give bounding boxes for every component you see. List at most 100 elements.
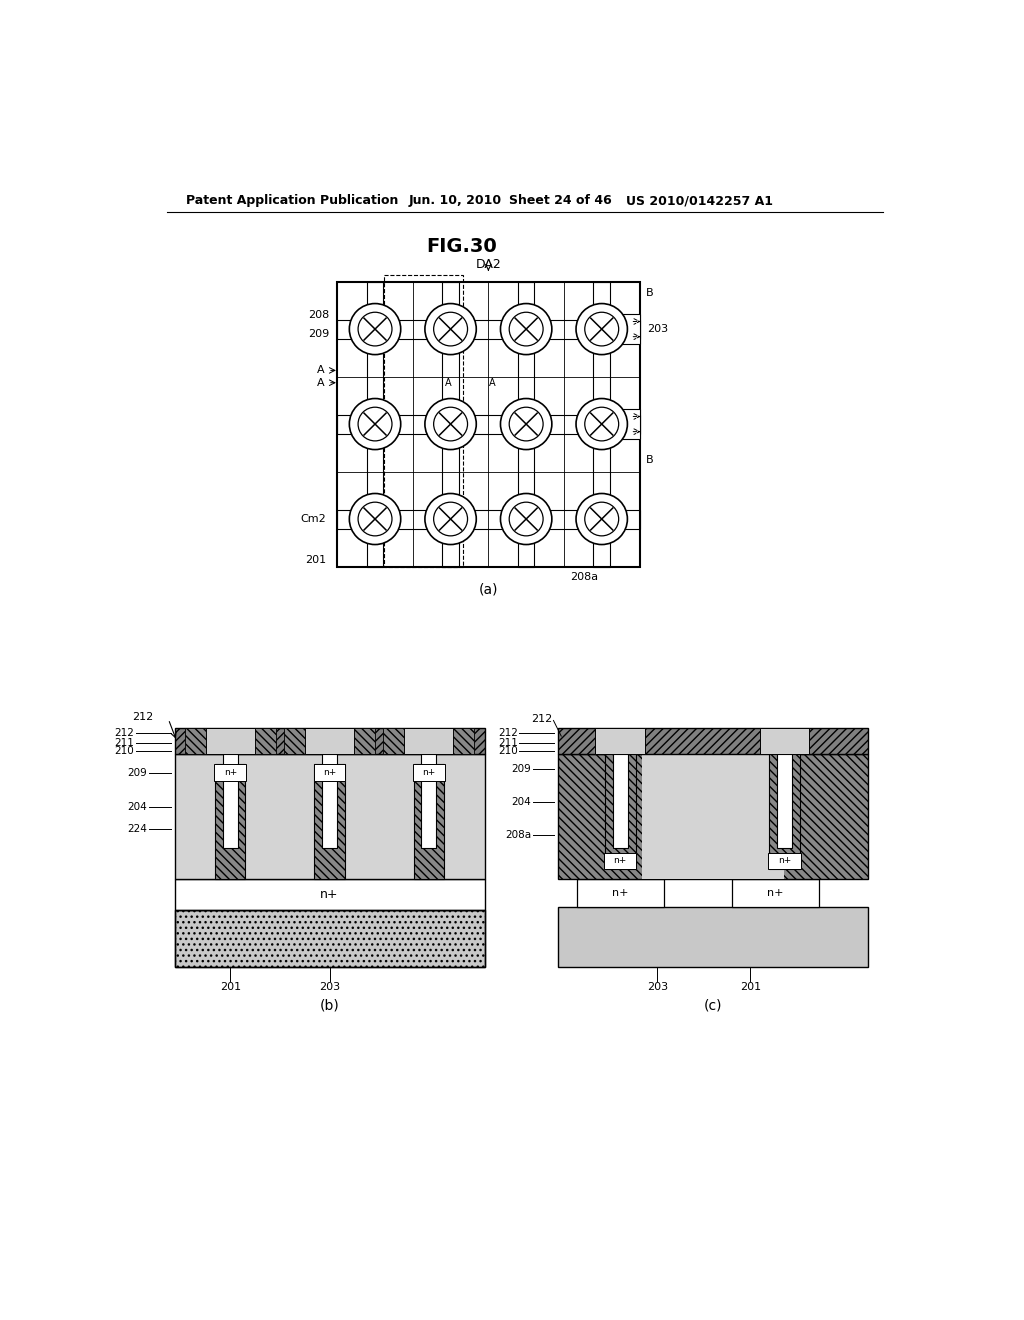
Bar — [383, 729, 404, 755]
Circle shape — [577, 399, 628, 450]
Text: 208a: 208a — [570, 573, 598, 582]
Text: 203: 203 — [647, 982, 668, 991]
Circle shape — [501, 399, 552, 450]
Bar — [174, 909, 484, 966]
Bar — [642, 755, 784, 879]
Bar — [206, 729, 255, 755]
Bar — [414, 764, 443, 879]
Text: Patent Application Publication: Patent Application Publication — [186, 194, 398, 207]
Bar — [444, 418, 457, 430]
Text: A: A — [317, 366, 325, 375]
Circle shape — [349, 304, 400, 355]
Circle shape — [509, 313, 543, 346]
Text: 212: 212 — [498, 729, 518, 738]
Bar — [453, 729, 474, 755]
Bar — [384, 276, 464, 566]
Text: B: B — [646, 288, 653, 298]
Text: (a): (a) — [478, 582, 498, 597]
Circle shape — [425, 399, 476, 450]
Bar — [612, 755, 628, 847]
Bar — [642, 755, 784, 879]
Bar — [215, 764, 246, 879]
Text: (b): (b) — [319, 998, 339, 1012]
Text: 209: 209 — [128, 768, 147, 777]
Text: 209: 209 — [511, 764, 531, 775]
Text: 203: 203 — [647, 325, 669, 334]
Bar — [596, 323, 607, 335]
Circle shape — [358, 313, 392, 346]
Text: US 2010/0142257 A1: US 2010/0142257 A1 — [627, 194, 773, 207]
Bar — [305, 729, 354, 755]
Bar — [174, 755, 484, 879]
Bar — [367, 281, 383, 566]
Bar — [577, 879, 664, 907]
Circle shape — [425, 304, 476, 355]
Bar — [337, 281, 640, 566]
Bar — [558, 755, 868, 879]
Bar — [444, 513, 457, 524]
Text: (c): (c) — [703, 998, 722, 1012]
Text: 201: 201 — [739, 982, 761, 991]
Bar — [613, 409, 640, 440]
Text: n+: n+ — [613, 857, 627, 865]
Text: A: A — [445, 378, 452, 388]
Bar — [337, 319, 640, 339]
Text: 211: 211 — [498, 738, 518, 747]
Bar — [214, 764, 246, 780]
Circle shape — [585, 313, 618, 346]
Circle shape — [349, 399, 400, 450]
Bar — [313, 764, 345, 780]
Bar — [520, 418, 531, 430]
Text: 212: 212 — [530, 714, 552, 723]
Circle shape — [433, 407, 468, 441]
Bar — [223, 755, 238, 847]
Bar — [520, 513, 531, 524]
Text: 208: 208 — [308, 310, 330, 319]
Bar — [184, 729, 206, 755]
Text: B: B — [646, 455, 653, 465]
Bar — [174, 909, 484, 966]
Bar — [642, 755, 784, 879]
Circle shape — [577, 494, 628, 545]
Bar — [593, 281, 610, 566]
Text: A: A — [488, 378, 496, 388]
Bar — [518, 281, 535, 566]
Bar — [596, 513, 607, 524]
Circle shape — [425, 494, 476, 545]
Text: 201: 201 — [220, 982, 241, 991]
Text: DA2: DA2 — [475, 259, 502, 271]
Text: n+: n+ — [422, 768, 435, 777]
Circle shape — [358, 407, 392, 441]
Bar — [558, 907, 868, 966]
Bar — [337, 510, 640, 528]
Text: n+: n+ — [767, 888, 783, 898]
Bar — [370, 418, 381, 430]
Text: FIG.30: FIG.30 — [426, 238, 497, 256]
Bar — [370, 323, 381, 335]
Bar — [760, 729, 809, 755]
Bar — [370, 513, 381, 524]
Circle shape — [501, 304, 552, 355]
Circle shape — [509, 502, 543, 536]
Bar — [174, 879, 484, 909]
Bar — [596, 418, 607, 430]
Circle shape — [509, 407, 543, 441]
Bar — [520, 323, 531, 335]
Bar — [558, 907, 868, 966]
Bar — [323, 755, 337, 847]
Text: 204: 204 — [128, 801, 147, 812]
Circle shape — [577, 304, 628, 355]
Bar — [613, 314, 640, 345]
Text: 209: 209 — [308, 329, 330, 339]
Bar — [255, 729, 275, 755]
Text: n+: n+ — [321, 887, 339, 900]
Text: 208a: 208a — [505, 830, 531, 840]
Circle shape — [349, 494, 400, 545]
Bar — [442, 281, 459, 566]
Text: 201: 201 — [305, 556, 327, 565]
Bar — [404, 729, 453, 755]
Text: n+: n+ — [323, 768, 336, 777]
Circle shape — [433, 502, 468, 536]
Circle shape — [433, 313, 468, 346]
Text: Cm2: Cm2 — [301, 513, 327, 524]
